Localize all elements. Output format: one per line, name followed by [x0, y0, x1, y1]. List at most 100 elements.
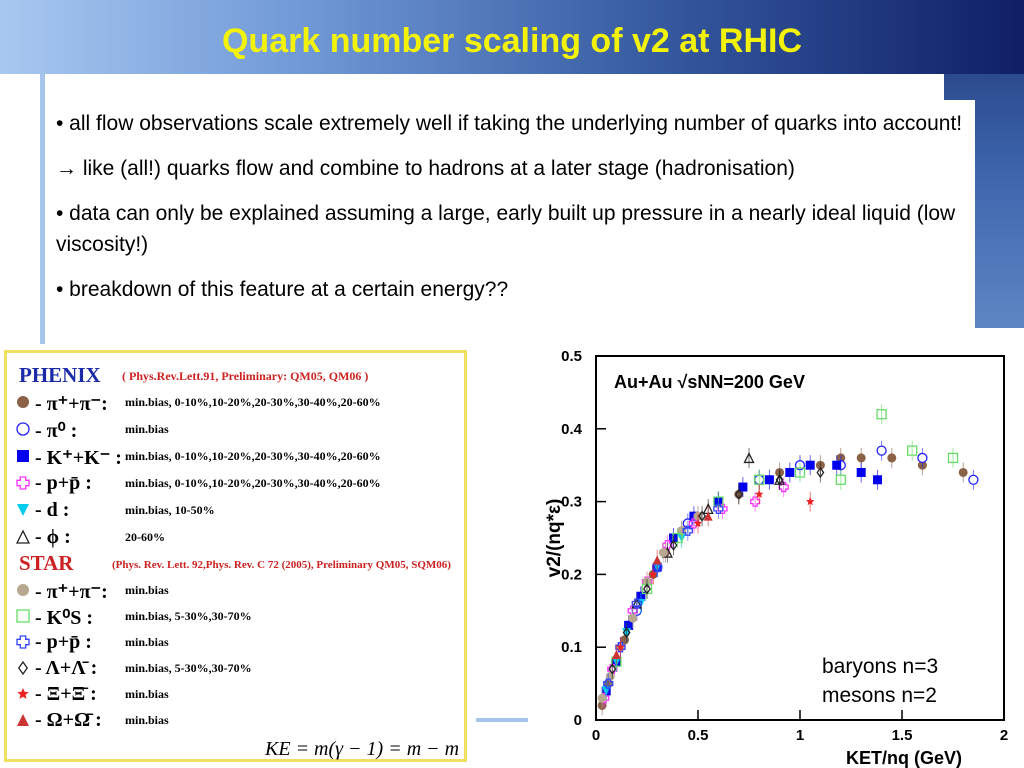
data-point	[669, 539, 678, 551]
legend-row: - π⁺+π⁻: min.bias	[15, 579, 460, 603]
data-point	[648, 569, 658, 578]
y-axis-label: v2/(nq*ε)	[544, 499, 565, 578]
legend-marker-icon	[17, 504, 29, 516]
data-point	[968, 474, 979, 485]
legend-particle-label: - π⁺+π⁻:	[35, 581, 108, 603]
star-heading: STAR	[19, 551, 74, 575]
x-tick-label: 1.5	[892, 727, 913, 744]
legend-particle-label: - Ξ+Ξ̄ :	[35, 683, 97, 705]
legend-marker-icon	[17, 584, 29, 596]
title-bar	[0, 0, 1024, 74]
data-point	[749, 496, 761, 507]
legend-particle-label: - π⁺+π⁻:	[35, 393, 108, 415]
data-point	[794, 467, 806, 478]
legend-particle-label: - p+p̄ :	[35, 631, 92, 653]
formula: KE = m(γ − 1) = m − m	[265, 738, 459, 761]
data-point	[887, 453, 897, 463]
legend-row: - p+p̄ : min.bias	[15, 631, 460, 655]
x-tick-label: 0	[592, 727, 600, 744]
data-point	[754, 474, 765, 485]
y-tick-label: 0.1	[561, 639, 582, 656]
content-area	[45, 100, 975, 345]
legend-centrality-label: min.bias, 10-50%	[125, 503, 215, 517]
legend-particle-label: - Ω+Ω̄ :	[35, 709, 102, 731]
legend-particle-label: - ϕ :	[35, 526, 71, 548]
data-point	[658, 548, 668, 558]
legend-marker-icon	[18, 660, 28, 676]
legend-marker-icon	[16, 609, 30, 623]
inset-label: Au+Au √sNN=200 GeV	[614, 372, 805, 392]
legend-marker	[17, 714, 29, 726]
formula-lhs: KE	[265, 738, 291, 760]
legend-row: - K⁰S : min.bias, 5-30%,30-70%	[15, 605, 460, 629]
v2-scaling-chart: 0 0.5 1 1.5 2 0 0.1 0.2 0.3 0.4 0.5 KET/nq (GeV) v2/…	[544, 348, 1008, 768]
data-point	[682, 525, 693, 536]
legend-centrality-label: 20-60%	[125, 530, 165, 544]
data-point	[622, 627, 631, 639]
y-tick-label: 0.5	[561, 348, 582, 365]
left-decor-band	[40, 74, 45, 344]
legend-marker	[17, 396, 29, 408]
legend-centrality-label: min.bias	[125, 713, 169, 727]
legend-marker	[17, 584, 29, 596]
data-point	[835, 474, 846, 485]
legend-centrality-label: min.bias	[125, 687, 169, 701]
data-point	[738, 482, 748, 492]
bullet-item: • breakdown of this feature at a certain…	[56, 278, 509, 301]
legend-particle-label: - Λ+Λ̄ :	[35, 657, 98, 679]
data-point	[832, 460, 842, 470]
series-group	[611, 506, 713, 665]
star-reference: (Phys. Rev. Lett. 92,Phys. Rev. C 72 (20…	[112, 559, 451, 571]
legend-particle-label: - K⁺+K⁻ :	[35, 447, 122, 469]
data-point	[703, 511, 713, 521]
legend-marker-icon	[17, 396, 29, 408]
legend-marker	[17, 504, 29, 516]
x-tick-label: 2	[1000, 727, 1008, 744]
data-point	[611, 649, 621, 659]
legend-marker-icon	[16, 476, 30, 490]
legend-marker	[16, 422, 30, 436]
legend-centrality-label: min.bias	[125, 583, 169, 597]
legend-particle-label: - p+p̄ :	[35, 472, 92, 494]
legend-marker	[17, 688, 29, 699]
y-tick-label: 0.4	[561, 421, 583, 438]
data-point	[856, 453, 866, 463]
bullet-item: → like (all!) quarks flow and combine to…	[56, 157, 795, 180]
data-point	[816, 466, 825, 479]
legend-marker-icon	[17, 714, 29, 726]
data-point	[805, 460, 815, 470]
series-group	[608, 462, 825, 680]
series-group	[616, 484, 815, 658]
data-point	[628, 613, 638, 623]
legend-centrality-label: min.bias, 0-10%,10-20%,20-30%,30-40%,20-…	[125, 449, 381, 463]
data-point	[693, 518, 703, 528]
annotation-mesons: mesons n=2	[822, 684, 937, 707]
legend-marker	[15, 529, 31, 544]
data-point	[775, 474, 784, 486]
bullet-list: • all flow observations scale extremely …	[56, 108, 966, 319]
x-tick-label: 1	[796, 727, 804, 744]
data-point	[958, 467, 968, 477]
legend-marker	[16, 476, 30, 490]
data-point	[643, 583, 651, 595]
data-point	[713, 503, 724, 515]
bullet-item: • all flow observations scale extremely …	[56, 112, 963, 135]
data-point	[603, 678, 614, 689]
data-point	[856, 467, 866, 477]
chart-annotation: baryons n=3 mesons n=2	[822, 652, 938, 710]
legend-centrality-label: min.bias	[125, 635, 169, 649]
formula-rhs: = m(γ − 1) = m − m	[290, 738, 460, 760]
legend-marker	[17, 450, 29, 462]
data-point	[947, 452, 959, 464]
legend-row: - Ξ+Ξ̄ : min.bias	[15, 683, 460, 707]
data-point	[597, 693, 607, 703]
legend-centrality-label: min.bias	[125, 422, 169, 436]
legend-marker	[16, 609, 30, 623]
data-point	[631, 598, 642, 609]
legend-particle-label: - K⁰S :	[35, 607, 94, 629]
phenix-heading: PHENIX	[19, 363, 101, 387]
legend-row: - π⁰ : min.bias	[15, 418, 460, 442]
x-axis-label: KET/nq (GeV)	[846, 748, 962, 768]
data-point	[873, 475, 883, 485]
legend-row: - p+p̄ : min.bias, 0-10%,10-20%,20-30%,30…	[15, 472, 460, 496]
